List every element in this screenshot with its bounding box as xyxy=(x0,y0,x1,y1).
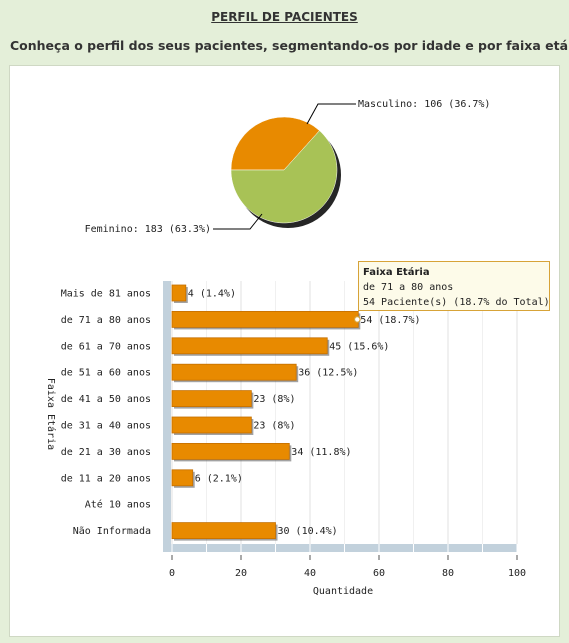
bar-value-label: 6 (2.1%) xyxy=(195,473,243,484)
x-tick-label: 20 xyxy=(235,568,247,579)
tooltip-title: Faixa Etária xyxy=(363,267,430,278)
category-label: de 41 a 50 anos xyxy=(61,394,151,405)
category-label: de 51 a 60 anos xyxy=(61,368,151,379)
bar-value-label: 23 (8%) xyxy=(253,421,295,432)
bar xyxy=(171,337,328,355)
pie-slice-masculino xyxy=(230,116,320,171)
bar-value-label: 45 (15.6%) xyxy=(329,341,389,352)
bar-value-label: 4 (1.4%) xyxy=(188,289,236,300)
category-label: de 61 a 70 anos xyxy=(61,341,151,352)
bar xyxy=(171,522,276,539)
pie-label-masculino: Masculino: 106 (36.7%) xyxy=(358,99,490,110)
tooltip-marker xyxy=(353,316,361,323)
x-tick-label: 80 xyxy=(442,568,454,579)
bar-value-label: 34 (11.8%) xyxy=(291,447,351,458)
bar xyxy=(171,442,290,460)
category-label: Mais de 81 anos xyxy=(61,289,151,300)
pie-label-feminino: Feminino: 183 (63.3%) xyxy=(85,224,211,235)
tooltip-line2: 54 Paciente(s) (18.7% do Total) xyxy=(363,297,550,308)
category-label: de 71 a 80 anos xyxy=(61,315,151,326)
x-axis-label: Quantidade xyxy=(313,586,373,597)
pie-leader-masculino xyxy=(306,103,356,125)
x-tick-label: 60 xyxy=(373,568,385,579)
bar xyxy=(171,390,252,408)
chart-tooltip: Faixa Etária de 71 a 80 anos 54 Paciente… xyxy=(358,261,550,311)
category-label: de 21 a 30 anos xyxy=(61,447,151,458)
tooltip-line1: de 71 a 80 anos xyxy=(363,282,454,293)
bar xyxy=(171,469,194,487)
y-axis-label: Faixa Etária xyxy=(45,378,57,450)
category-label: de 11 a 20 anos xyxy=(61,473,151,484)
x-axis-floor xyxy=(163,544,517,552)
category-label: Não Informada xyxy=(73,526,151,537)
x-tick-label: 0 xyxy=(169,568,175,579)
bar xyxy=(171,416,252,434)
bar-value-label: 54 (18.7%) xyxy=(360,315,420,326)
page-subtitle: Conheça o perfil dos seus pacientes, seg… xyxy=(10,38,569,53)
page-title: PERFIL DE PACIENTES xyxy=(211,10,358,24)
x-tick-label: 40 xyxy=(304,568,316,579)
pie-slice-feminino xyxy=(230,130,338,224)
bar xyxy=(171,284,187,302)
category-label: de 31 a 40 anos xyxy=(61,421,151,432)
bar-value-label: 23 (8%) xyxy=(253,394,295,405)
bar xyxy=(171,310,359,328)
x-tick-label: 100 xyxy=(508,568,526,579)
y-axis-wall xyxy=(163,281,171,552)
bar-value-label: 36 (12.5%) xyxy=(298,368,358,379)
category-label: Até 10 anos xyxy=(85,499,151,511)
pie-leader-feminino xyxy=(213,213,263,230)
bar-value-label: 30 (10.4%) xyxy=(278,526,338,537)
bar xyxy=(171,363,297,381)
